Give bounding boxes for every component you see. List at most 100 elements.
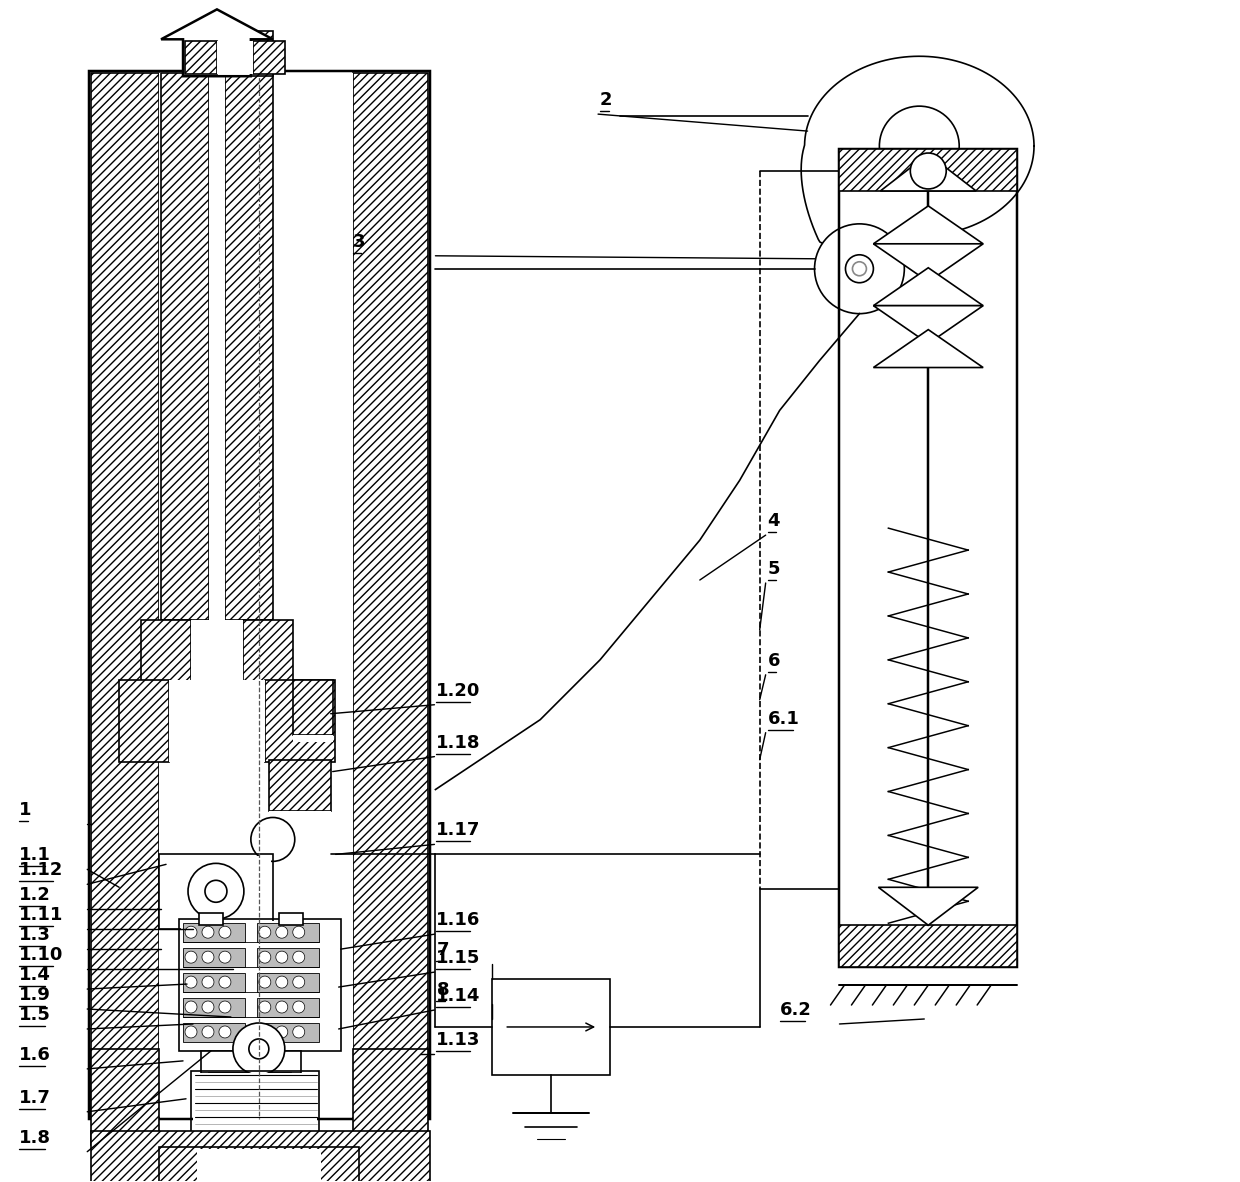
Polygon shape bbox=[873, 243, 983, 281]
Bar bbox=[89, 71, 430, 1118]
Text: 6.1: 6.1 bbox=[768, 709, 800, 728]
Polygon shape bbox=[880, 154, 976, 191]
Bar bbox=[257, 948, 319, 967]
Circle shape bbox=[275, 952, 288, 963]
Bar bbox=[265, 680, 335, 761]
Circle shape bbox=[259, 1001, 270, 1013]
Circle shape bbox=[185, 1001, 197, 1013]
Text: 1.14: 1.14 bbox=[436, 987, 481, 1005]
Circle shape bbox=[185, 927, 197, 939]
Bar bbox=[224, 73, 273, 619]
Bar bbox=[352, 73, 429, 1117]
Circle shape bbox=[259, 927, 270, 939]
Circle shape bbox=[293, 952, 305, 963]
Circle shape bbox=[185, 1026, 197, 1038]
Bar bbox=[352, 1048, 429, 1144]
Text: 1: 1 bbox=[20, 801, 32, 819]
Bar bbox=[184, 998, 244, 1017]
Bar bbox=[169, 680, 265, 761]
Bar bbox=[201, 1051, 301, 1073]
Text: 1.2: 1.2 bbox=[20, 886, 51, 904]
Circle shape bbox=[188, 863, 244, 920]
Bar bbox=[184, 948, 244, 967]
Text: 4: 4 bbox=[768, 512, 780, 531]
Circle shape bbox=[219, 952, 231, 963]
Text: 1.15: 1.15 bbox=[436, 949, 481, 967]
Circle shape bbox=[879, 106, 960, 186]
Bar bbox=[184, 973, 244, 992]
Circle shape bbox=[202, 927, 215, 939]
Polygon shape bbox=[873, 268, 983, 306]
Text: 1.18: 1.18 bbox=[436, 734, 481, 752]
Bar bbox=[185, 41, 217, 74]
Bar bbox=[257, 973, 319, 992]
Bar bbox=[161, 73, 210, 619]
Circle shape bbox=[229, 1079, 289, 1138]
Bar bbox=[193, 1073, 316, 1158]
Polygon shape bbox=[873, 206, 983, 243]
Bar bbox=[243, 619, 293, 682]
Bar bbox=[198, 914, 223, 926]
Bar bbox=[839, 926, 1017, 967]
Circle shape bbox=[259, 976, 270, 988]
Bar bbox=[184, 1022, 244, 1043]
Bar bbox=[210, 73, 224, 619]
Bar bbox=[257, 998, 319, 1017]
Text: 1.6: 1.6 bbox=[20, 1046, 51, 1064]
Bar bbox=[179, 920, 341, 1051]
Bar bbox=[159, 1147, 358, 1182]
Circle shape bbox=[815, 223, 904, 313]
Text: 1.20: 1.20 bbox=[436, 682, 481, 700]
Circle shape bbox=[219, 1026, 231, 1038]
Text: 6: 6 bbox=[768, 651, 780, 670]
Text: 1.3: 1.3 bbox=[20, 927, 51, 944]
Circle shape bbox=[910, 152, 946, 189]
Bar bbox=[92, 1048, 159, 1144]
Circle shape bbox=[275, 976, 288, 988]
Polygon shape bbox=[161, 9, 273, 76]
Bar bbox=[92, 1131, 430, 1182]
Bar bbox=[237, 31, 273, 76]
Bar bbox=[201, 1051, 301, 1073]
Circle shape bbox=[293, 1001, 305, 1013]
Circle shape bbox=[205, 881, 227, 902]
Bar bbox=[273, 1086, 290, 1105]
Circle shape bbox=[293, 976, 305, 988]
Circle shape bbox=[233, 1022, 285, 1074]
Bar bbox=[159, 73, 352, 1117]
Bar bbox=[210, 1073, 290, 1091]
Polygon shape bbox=[873, 306, 983, 344]
Text: 1.1: 1.1 bbox=[20, 846, 51, 864]
Circle shape bbox=[185, 976, 197, 988]
Bar bbox=[184, 923, 244, 942]
Circle shape bbox=[293, 927, 305, 939]
Text: 1.17: 1.17 bbox=[436, 821, 481, 839]
Circle shape bbox=[275, 1026, 288, 1038]
Text: 8: 8 bbox=[436, 981, 449, 999]
Text: 1.11: 1.11 bbox=[20, 907, 63, 924]
Circle shape bbox=[219, 1001, 231, 1013]
Bar bbox=[191, 619, 243, 682]
Bar bbox=[119, 680, 169, 761]
Bar bbox=[141, 619, 191, 682]
Circle shape bbox=[275, 927, 288, 939]
Bar bbox=[492, 979, 610, 1074]
Bar bbox=[92, 73, 159, 1117]
Text: 1.10: 1.10 bbox=[20, 946, 63, 965]
Circle shape bbox=[846, 255, 873, 282]
Text: 5: 5 bbox=[768, 560, 780, 578]
Bar bbox=[211, 1086, 229, 1105]
Circle shape bbox=[852, 261, 867, 275]
Text: 1.9: 1.9 bbox=[20, 986, 51, 1004]
Bar bbox=[279, 914, 303, 926]
Circle shape bbox=[202, 1001, 215, 1013]
Bar bbox=[217, 41, 253, 74]
Bar bbox=[159, 855, 273, 929]
Circle shape bbox=[259, 952, 270, 963]
Circle shape bbox=[219, 976, 231, 988]
Text: 1.8: 1.8 bbox=[20, 1129, 51, 1147]
Bar bbox=[181, 921, 339, 1048]
Circle shape bbox=[219, 927, 231, 939]
Bar bbox=[257, 1022, 319, 1043]
Polygon shape bbox=[873, 330, 983, 368]
